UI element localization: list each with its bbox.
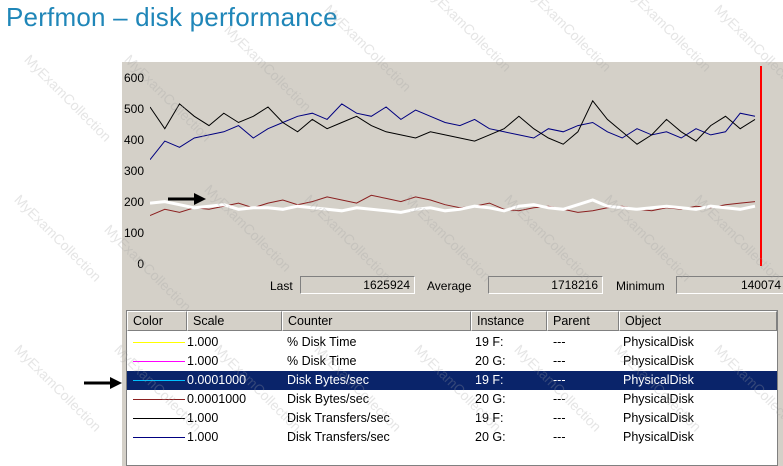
legend-parent: ---	[553, 392, 566, 406]
legend-color-swatch	[133, 361, 185, 362]
legend-object: PhysicalDisk	[623, 430, 694, 444]
legend-header: Color Scale Counter Instance Parent Obje…	[127, 311, 777, 331]
legend-color-swatch	[133, 342, 185, 343]
legend-row[interactable]: 1.000 % Disk Time 20 G: --- PhysicalDisk	[127, 352, 777, 371]
legend-object: PhysicalDisk	[623, 335, 694, 349]
legend-row[interactable]: 1.000 % Disk Time 19 F: --- PhysicalDisk	[127, 333, 777, 352]
average-label: Average	[427, 279, 472, 293]
chart-area: 600 500 400 300 200 100 0	[122, 62, 783, 272]
legend-instance: 20 G:	[475, 392, 506, 406]
column-header-instance[interactable]: Instance	[471, 311, 547, 331]
legend-object: PhysicalDisk	[623, 411, 694, 425]
legend-instance: 20 G:	[475, 430, 506, 444]
last-label: Last	[270, 279, 293, 293]
slide-title: Perfmon – disk performance	[6, 2, 338, 32]
legend-color-swatch	[133, 437, 185, 438]
legend-object: PhysicalDisk	[623, 392, 694, 406]
legend-scale: 0.0001000	[187, 392, 247, 406]
legend-counter: Disk Bytes/sec	[287, 373, 369, 387]
legend-scale: 1.000	[187, 335, 219, 349]
counter-graph[interactable]	[150, 66, 777, 266]
annotation-arrow-chart	[168, 193, 206, 205]
legend-counter: Disk Transfers/sec	[287, 430, 390, 444]
legend-parent: ---	[553, 354, 566, 368]
legend-scale: 1.000	[187, 430, 219, 444]
legend-scale: 0.0001000	[187, 373, 247, 387]
last-value: 1625924	[300, 276, 415, 294]
annotation-arrow-legend	[84, 377, 122, 389]
column-header-scale[interactable]: Scale	[187, 311, 282, 331]
series-line-0	[150, 103, 756, 161]
column-header-color[interactable]: Color	[127, 311, 187, 331]
legend-scale: 1.000	[187, 354, 219, 368]
legend-parent: ---	[553, 373, 566, 387]
legend-color-swatch	[133, 380, 185, 381]
column-header-counter[interactable]: Counter	[282, 311, 471, 331]
y-tick-label: 200	[124, 195, 145, 209]
legend-instance: 19 F:	[475, 373, 504, 387]
y-tick-label: 0	[137, 257, 144, 271]
legend-counter: Disk Transfers/sec	[287, 411, 390, 425]
legend-instance: 19 F:	[475, 411, 504, 425]
series-line-1	[150, 99, 756, 145]
legend-counter: % Disk Time	[287, 335, 357, 349]
legend-row[interactable]: 0.0001000 Disk Bytes/sec 19 F: --- PhysicalD…	[127, 371, 777, 390]
y-tick-label: 100	[124, 226, 145, 240]
legend-counter: Disk Bytes/sec	[287, 392, 369, 406]
legend-row[interactable]: 1.000 Disk Transfers/sec 19 F: --- PhysicalD…	[127, 409, 777, 428]
column-header-object[interactable]: Object	[619, 311, 777, 331]
average-value: 1718216	[488, 276, 603, 294]
legend-color-swatch	[133, 399, 185, 400]
legend-parent: ---	[553, 335, 566, 349]
watermark-text: MyExamCollection	[21, 51, 115, 145]
legend-color-swatch	[133, 418, 185, 419]
column-header-parent[interactable]: Parent	[547, 311, 619, 331]
minimum-value: 140074	[676, 276, 783, 294]
legend-instance: 20 G:	[475, 354, 506, 368]
series-line-3	[150, 198, 756, 214]
legend-object: PhysicalDisk	[623, 354, 694, 368]
legend-row[interactable]: 1.000 Disk Transfers/sec 20 G: --- PhysicalD…	[127, 428, 777, 447]
counter-legend[interactable]: Color Scale Counter Instance Parent Obje…	[126, 310, 778, 466]
perfmon-window: 600 500 400 300 200 100 0 Last 1625924 A…	[122, 62, 783, 466]
y-tick-label: 300	[124, 164, 145, 178]
legend-instance: 19 F:	[475, 335, 504, 349]
y-tick-label: 600	[124, 71, 145, 85]
legend-object: PhysicalDisk	[623, 373, 694, 387]
y-tick-label: 400	[124, 133, 145, 147]
legend-row[interactable]: 0.0001000 Disk Bytes/sec 20 G: --- PhysicalD…	[127, 390, 777, 409]
legend-parent: ---	[553, 430, 566, 444]
minimum-label: Minimum	[616, 279, 665, 293]
legend-scale: 1.000	[187, 411, 219, 425]
legend-counter: % Disk Time	[287, 354, 357, 368]
watermark-text: MyExamCollection	[11, 191, 105, 285]
stats-bar: Last 1625924 Average 1718216 Minimum 140…	[122, 272, 783, 300]
legend-parent: ---	[553, 411, 566, 425]
y-tick-label: 500	[124, 102, 145, 116]
